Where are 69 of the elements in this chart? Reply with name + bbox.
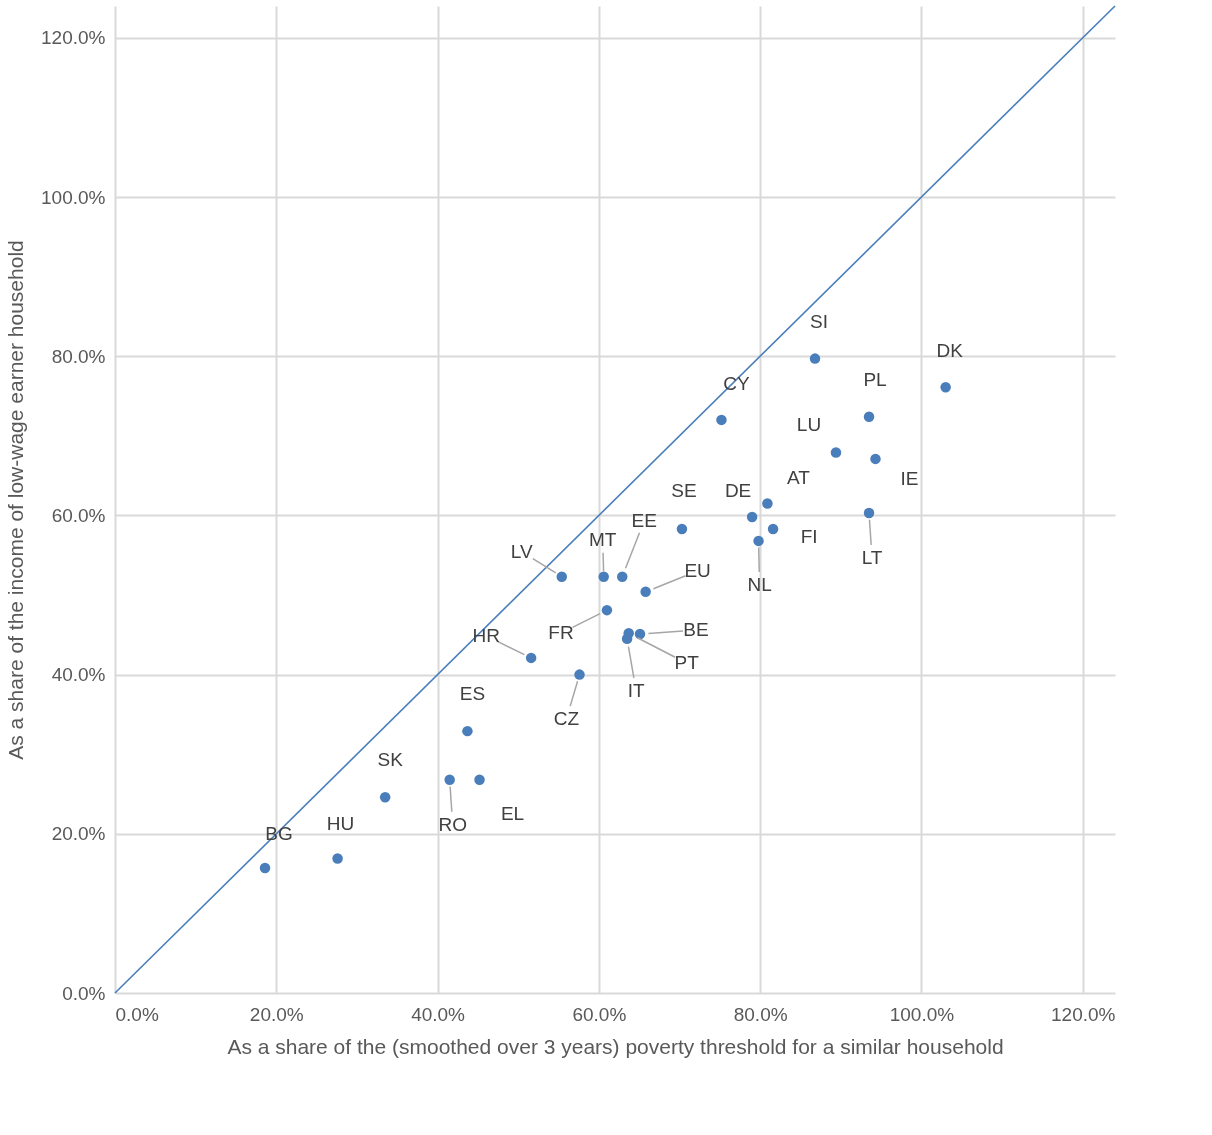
point [474,774,485,785]
annotation: SK [377,749,404,771]
point [601,604,613,616]
point [716,414,727,426]
annotation: EU [684,559,711,581]
annotation: LU [796,413,822,435]
point [574,669,585,680]
point [863,411,875,422]
point [640,586,651,598]
point [259,862,271,874]
annotation: EL [500,802,525,824]
x-tick-label: 100.0% [889,1003,955,1025]
point [676,523,688,535]
point [762,498,773,509]
y-axis-title: As a share of the income of low-wage earner household [4,240,28,760]
annotation: SE [671,479,697,501]
annotation: SI [810,310,828,332]
annotation: CZ [553,707,580,729]
point [556,571,568,582]
point [767,523,779,535]
annotation: BE [683,619,709,641]
annotation: IT [627,679,645,701]
point [444,774,455,785]
y-tick-label: 20.0% [51,823,106,845]
point [863,507,875,519]
annotation: IE [900,467,919,489]
point [830,447,842,458]
annotation: FI [800,525,818,547]
annotation: HU [326,813,355,835]
point [598,571,609,582]
annotation: AT [786,467,811,489]
point [332,853,343,864]
point [809,353,821,364]
annotation: LT [861,547,883,569]
y-tick-label: 80.0% [51,345,106,367]
x-tick-label: 60.0% [572,1003,627,1025]
y-tick-label: 0.0% [62,982,106,1004]
x-tick-label: 40.0% [411,1003,466,1025]
annotation: ES [459,683,486,705]
x-tick-label: 0.0% [115,1003,159,1025]
annotation: LV [510,540,534,562]
annotation: EE [631,509,657,531]
annotation: NL [747,573,772,595]
point [746,511,758,523]
annotation: PT [674,652,700,674]
point [617,571,628,582]
point [870,453,881,465]
y-tick-label: 120.0% [41,27,106,49]
point [462,725,473,737]
point [940,382,951,393]
x-axis-title: As a share of the (smoothed over 3 years) poverty threshold for a similar household [227,1034,1004,1058]
annotation: MT [588,528,617,550]
annotation: HR [472,624,500,646]
y-tick-label: 100.0% [41,186,106,208]
x-tick-label: 20.0% [249,1003,304,1025]
point [379,791,391,803]
x-tick-label: 120.0% [1051,1003,1116,1025]
point [623,627,634,639]
annotation: DE [724,480,752,502]
point [634,628,646,640]
y-tick-label: 40.0% [51,664,106,686]
x-tick-label: 80.0% [733,1003,788,1025]
annotation: FR [548,622,574,644]
annotation: PL [863,368,887,390]
point [525,652,537,664]
annotation: DK [936,340,964,362]
point [753,535,764,547]
annotation: RO [438,813,467,835]
y-tick-label: 60.0% [51,504,106,526]
